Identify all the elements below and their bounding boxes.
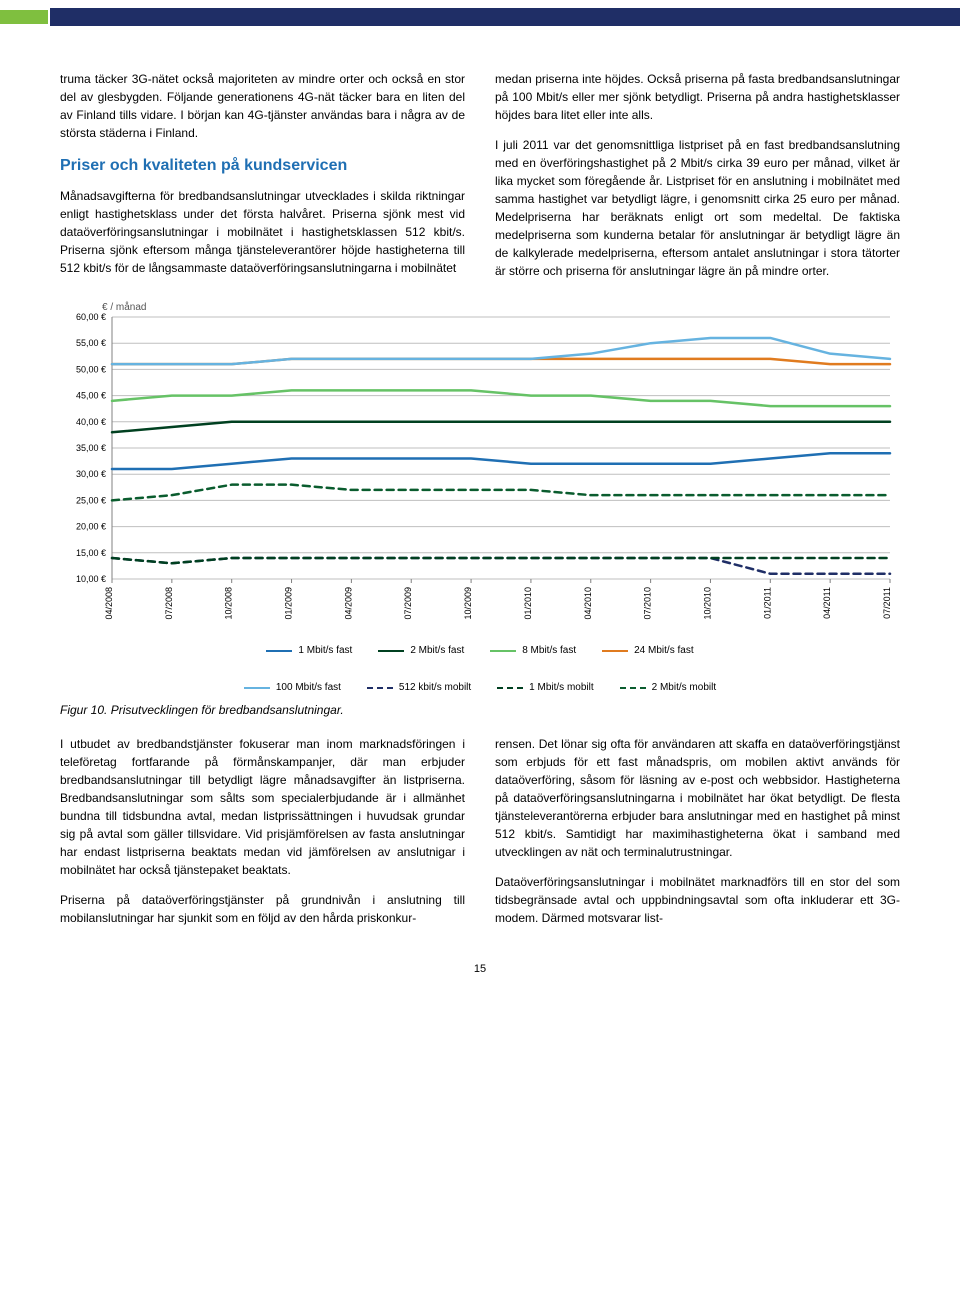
legend-item: 24 Mbit/s fast bbox=[602, 645, 693, 656]
legend-swatch bbox=[244, 687, 270, 689]
page-number: 15 bbox=[60, 963, 900, 975]
top-columns: truma täcker 3G-nätet också majoriteten … bbox=[60, 70, 900, 292]
legend-swatch bbox=[497, 687, 523, 689]
top-right-p1: medan priserna inte höjdes. Också priser… bbox=[495, 70, 900, 124]
legend-label: 100 Mbit/s fast bbox=[276, 682, 341, 693]
legend-label: 2 Mbit/s mobilt bbox=[652, 682, 716, 693]
price-chart: € / månad 10,00 €15,00 €20,00 €25,00 €30… bbox=[60, 302, 900, 693]
legend-swatch bbox=[378, 650, 404, 652]
chart-svg: 10,00 € 15,00 € 20,00 € 25,00 € 30,00 € 35,00… bbox=[60, 311, 900, 631]
top-right-p2: I juli 2011 var det genomsnittliga listp… bbox=[495, 136, 900, 280]
bottom-right-p1: rensen. Det lönar sig ofta för användare… bbox=[495, 735, 900, 861]
header-stripe bbox=[0, 0, 960, 40]
legend-label: 1 Mbit/s fast bbox=[298, 645, 352, 656]
legend-item: 512 kbit/s mobilt bbox=[367, 682, 471, 693]
svg-text:10/2009: 10/2009 bbox=[463, 587, 473, 620]
legend-label: 24 Mbit/s fast bbox=[634, 645, 693, 656]
legend-swatch bbox=[602, 650, 628, 652]
bottom-right-p2: Dataöverföringsanslutningar i mobilnätet… bbox=[495, 873, 900, 927]
legend-label: 8 Mbit/s fast bbox=[522, 645, 576, 656]
bottom-right-col: rensen. Det lönar sig ofta för användare… bbox=[495, 735, 900, 939]
legend-item: 1 Mbit/s fast bbox=[266, 645, 352, 656]
svg-text:55,00 €: 55,00 € bbox=[76, 338, 106, 348]
bottom-left-col: I utbudet av bredbandstjänster fokuserar… bbox=[60, 735, 465, 939]
svg-text:45,00 €: 45,00 € bbox=[76, 391, 106, 401]
legend-item: 2 Mbit/s fast bbox=[378, 645, 464, 656]
figure-caption: Figur 10. Prisutvecklingen för bredbands… bbox=[60, 703, 900, 717]
top-left-col: truma täcker 3G-nätet också majoriteten … bbox=[60, 70, 465, 292]
header-blue-bar bbox=[50, 8, 960, 26]
svg-text:40,00 €: 40,00 € bbox=[76, 417, 106, 427]
bottom-columns: I utbudet av bredbandstjänster fokuserar… bbox=[60, 735, 900, 939]
top-left-p2: Månadsavgifterna för bredbandsanslutning… bbox=[60, 187, 465, 277]
legend-swatch bbox=[490, 650, 516, 652]
header-green-block bbox=[0, 10, 48, 24]
top-right-col: medan priserna inte höjdes. Också priser… bbox=[495, 70, 900, 292]
legend-item: 1 Mbit/s mobilt bbox=[497, 682, 593, 693]
legend-item: 8 Mbit/s fast bbox=[490, 645, 576, 656]
legend-label: 512 kbit/s mobilt bbox=[399, 682, 471, 693]
bottom-left-p1: I utbudet av bredbandstjänster fokuserar… bbox=[60, 735, 465, 879]
svg-text:10/2010: 10/2010 bbox=[702, 587, 712, 620]
legend-swatch bbox=[620, 687, 646, 689]
svg-text:60,00 €: 60,00 € bbox=[76, 312, 106, 322]
svg-text:01/2010: 01/2010 bbox=[523, 587, 533, 620]
svg-text:15,00 €: 15,00 € bbox=[76, 548, 106, 558]
legend-label: 1 Mbit/s mobilt bbox=[529, 682, 593, 693]
section-heading: Priser och kvaliteten på kundservicen bbox=[60, 156, 465, 177]
svg-text:25,00 €: 25,00 € bbox=[76, 495, 106, 505]
svg-text:04/2010: 04/2010 bbox=[583, 587, 593, 620]
legend-swatch bbox=[266, 650, 292, 652]
svg-text:01/2009: 01/2009 bbox=[284, 587, 294, 620]
legend-item: 100 Mbit/s fast bbox=[244, 682, 341, 693]
svg-text:07/2009: 07/2009 bbox=[403, 587, 413, 620]
legend-item: 2 Mbit/s mobilt bbox=[620, 682, 716, 693]
svg-text:20,00 €: 20,00 € bbox=[76, 522, 106, 532]
svg-text:04/2011: 04/2011 bbox=[822, 587, 832, 619]
legend-swatch bbox=[367, 687, 393, 689]
svg-text:01/2011: 01/2011 bbox=[762, 587, 772, 619]
svg-text:50,00 €: 50,00 € bbox=[76, 364, 106, 374]
svg-text:07/2010: 07/2010 bbox=[643, 587, 653, 620]
top-left-p1: truma täcker 3G-nätet också majoriteten … bbox=[60, 70, 465, 142]
svg-text:04/2009: 04/2009 bbox=[343, 587, 353, 620]
chart-legend: 1 Mbit/s fast 2 Mbit/s fast 8 Mbit/s fast 2… bbox=[60, 645, 900, 693]
svg-text:07/2008: 07/2008 bbox=[164, 587, 174, 620]
svg-text:10/2008: 10/2008 bbox=[224, 587, 234, 620]
svg-text:35,00 €: 35,00 € bbox=[76, 443, 106, 453]
bottom-left-p2: Priserna på dataöverföringstjänster på g… bbox=[60, 891, 465, 927]
svg-text:07/2011: 07/2011 bbox=[882, 587, 892, 619]
svg-text:04/2008: 04/2008 bbox=[104, 587, 114, 620]
svg-text:30,00 €: 30,00 € bbox=[76, 469, 106, 479]
svg-text:10,00 €: 10,00 € bbox=[76, 574, 106, 584]
legend-label: 2 Mbit/s fast bbox=[410, 645, 464, 656]
